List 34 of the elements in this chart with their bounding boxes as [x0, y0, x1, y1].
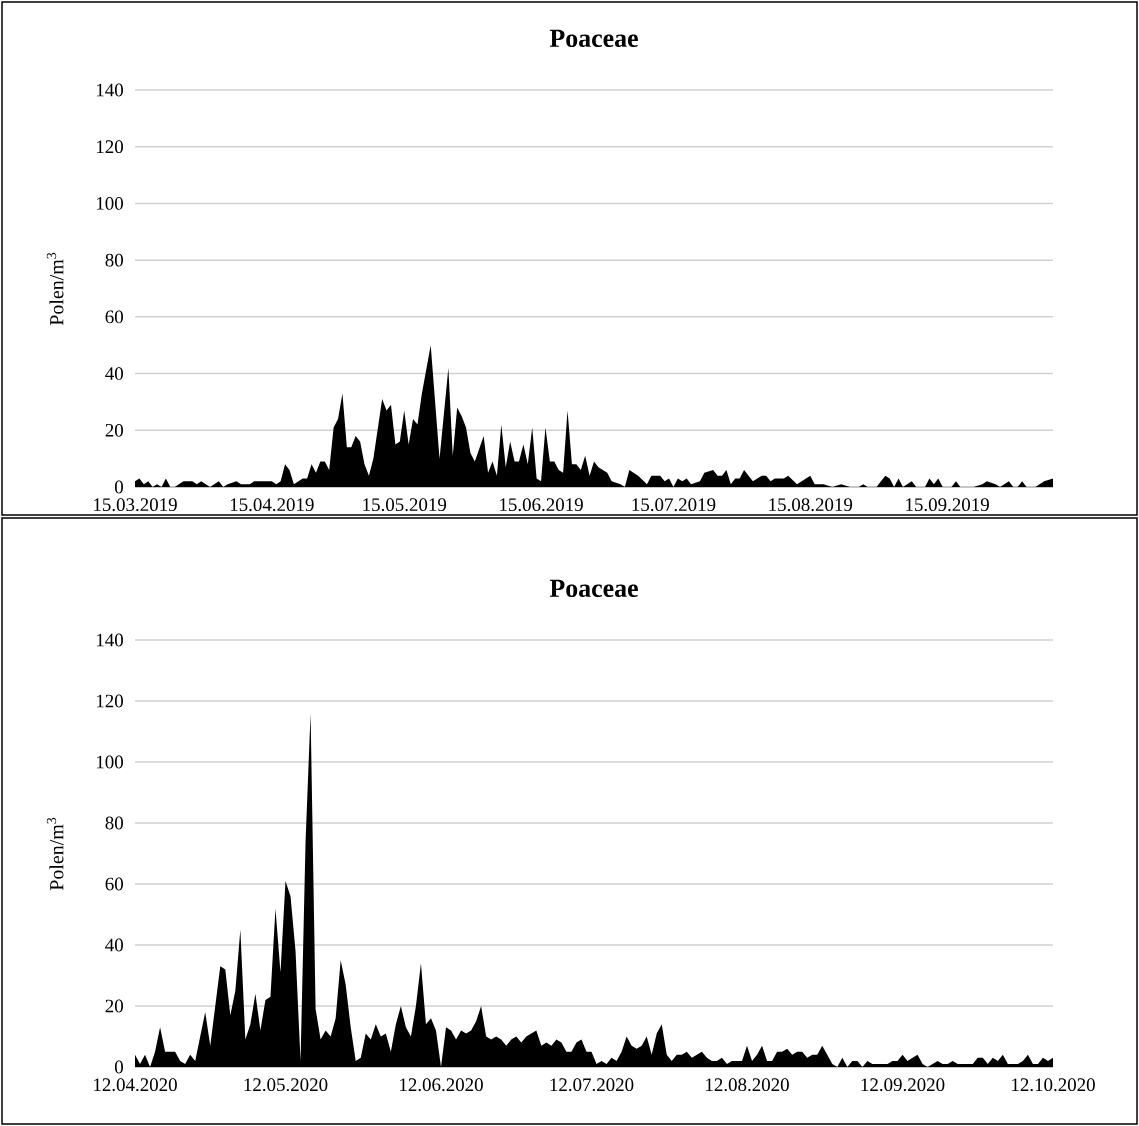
y-tick-label: 40	[105, 367, 123, 380]
y-tick-label: 120	[96, 694, 123, 708]
y-axis-title: Polen/m$^{3}$	[46, 252, 64, 326]
x-tick-label: 15.05.2019	[363, 498, 447, 512]
y-tick-label: 60	[105, 877, 123, 891]
x-tick-label: 15.03.2019	[94, 498, 177, 512]
x-tick-label: 12.09.2020	[861, 1078, 945, 1092]
chart-title: Poaceae	[549, 29, 638, 47]
y-tick-label: 60	[105, 310, 123, 324]
y-tick-label: 80	[105, 253, 123, 267]
y-tick-label: 140	[96, 633, 123, 647]
chart-title: Poaceae	[549, 579, 638, 597]
x-tick-label: 15.08.2019	[769, 498, 853, 512]
y-tick-label: 100	[96, 755, 123, 769]
x-tick-label: 15.07.2019	[632, 498, 716, 512]
y-tick-label: 40	[105, 938, 123, 952]
x-tick-label: 12.10.2020	[1012, 1078, 1095, 1092]
x-tick-label: 15.06.2019	[500, 498, 583, 512]
x-tick-label: 12.08.2020	[706, 1078, 789, 1092]
x-tick-label: 12.04.2020	[94, 1078, 177, 1092]
x-tick-label: 15.09.2019	[906, 498, 989, 512]
y-tick-label: 0	[114, 1060, 123, 1074]
y-tick-label: 140	[96, 83, 123, 97]
x-tick-label: 12.06.2020	[400, 1078, 483, 1092]
x-tick-label: 12.05.2020	[244, 1078, 328, 1092]
y-axis-title: Polen/m$^{3}$	[46, 817, 64, 891]
x-tick-label: 15.04.2019	[230, 498, 314, 512]
y-tick-label: 120	[96, 140, 123, 154]
y-tick-label: 20	[105, 999, 123, 1013]
y-tick-label: 100	[96, 197, 123, 210]
y-tick-label: 80	[105, 816, 123, 830]
x-tick-label: 12.07.2020	[550, 1078, 634, 1092]
y-tick-label: 0	[114, 480, 123, 494]
y-tick-label: 20	[105, 423, 123, 437]
